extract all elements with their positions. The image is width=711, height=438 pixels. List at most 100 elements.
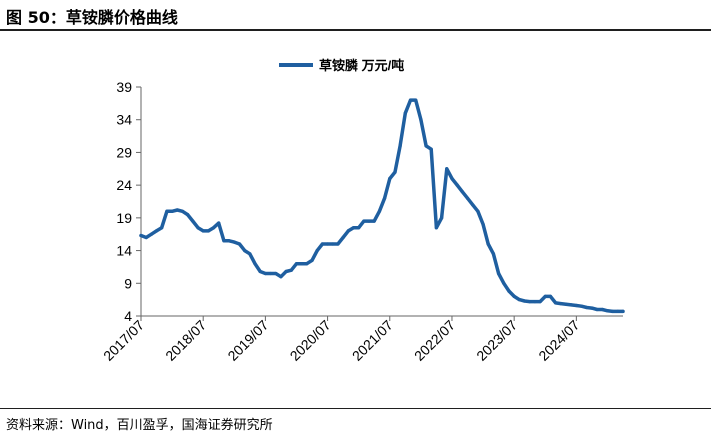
data-point (139, 233, 143, 238)
data-point (284, 269, 288, 274)
data-point (372, 219, 376, 223)
data-point (574, 303, 579, 308)
data-point (310, 258, 314, 262)
data-point (217, 221, 221, 225)
data-point (554, 301, 558, 305)
data-point (528, 300, 532, 304)
series-line (139, 98, 625, 314)
data-point (434, 226, 438, 230)
data-point (294, 262, 299, 266)
data-point (227, 239, 231, 243)
data-point (559, 302, 563, 306)
y-tick-label: 39 (116, 79, 132, 95)
data-point (237, 242, 242, 246)
data-point (611, 309, 615, 313)
data-point (621, 309, 625, 313)
data-point (419, 118, 423, 122)
data-point (180, 209, 185, 213)
data-point (201, 229, 205, 233)
data-point (212, 226, 216, 230)
data-point (196, 226, 200, 230)
data-point (263, 271, 267, 276)
data-point (289, 268, 293, 272)
data-point (408, 98, 413, 102)
data-point (481, 222, 485, 226)
data-point (502, 281, 506, 285)
data-point (564, 302, 568, 306)
y-tick-label: 29 (116, 144, 132, 160)
data-point (149, 232, 153, 236)
data-point (455, 183, 459, 187)
source-rule (0, 408, 711, 409)
y-tick-label: 34 (116, 112, 132, 128)
series-layer (139, 98, 625, 314)
data-point (186, 213, 190, 217)
data-point (388, 177, 392, 181)
data-point (357, 226, 361, 230)
source-note: 资料来源：Wind，百川盈孚，国海证券研究所 (6, 418, 273, 433)
data-point (548, 294, 553, 298)
data-point (460, 190, 464, 194)
data-point (351, 226, 356, 230)
data-point (305, 262, 309, 266)
data-point (253, 262, 257, 266)
data-point (605, 309, 610, 313)
data-point (154, 229, 159, 233)
data-point (331, 242, 335, 246)
data-point (165, 209, 169, 213)
data-point (232, 240, 236, 244)
title-rule (0, 29, 711, 31)
data-point (440, 216, 444, 220)
data-point (258, 269, 262, 274)
data-point (326, 242, 330, 246)
data-point (497, 271, 501, 276)
data-point (377, 209, 381, 213)
x-tick-label: 2023/07 (473, 317, 520, 364)
x-tick-label: 2024/07 (535, 317, 582, 364)
data-point (269, 271, 273, 276)
data-point (346, 229, 350, 233)
data-point (383, 196, 387, 200)
data-point (507, 289, 511, 293)
x-tick-label: 2021/07 (349, 317, 396, 364)
data-point (144, 235, 148, 240)
data-point (222, 239, 226, 243)
data-point (585, 305, 589, 310)
data-point (429, 147, 433, 151)
data-point (486, 242, 490, 246)
data-point (600, 307, 604, 312)
data-point (367, 219, 371, 223)
y-tick-label: 9 (124, 275, 132, 291)
data-point (403, 111, 407, 115)
data-point (595, 307, 599, 312)
data-point (476, 209, 480, 213)
data-point (590, 306, 594, 310)
data-point (522, 299, 527, 303)
data-point (191, 219, 195, 223)
x-tick-label: 2022/07 (411, 317, 458, 364)
x-tick-label: 2019/07 (224, 317, 271, 364)
data-point (248, 252, 252, 256)
data-point (398, 144, 402, 148)
data-point (616, 309, 620, 313)
data-point (533, 300, 537, 304)
data-point (315, 249, 319, 253)
data-point (362, 219, 366, 223)
data-point (517, 298, 521, 302)
data-point (450, 177, 454, 181)
figure-title: 图 50：草铵膦价格曲线 (6, 8, 178, 27)
y-tick-label: 24 (116, 177, 132, 193)
axes (136, 86, 623, 321)
data-point (491, 252, 495, 256)
y-tick-label: 14 (116, 243, 132, 259)
data-point (569, 303, 573, 307)
x-tick-label: 2018/07 (162, 317, 209, 364)
data-point (170, 209, 174, 213)
data-point (279, 275, 283, 279)
legend-label: 草铵膦 万元/吨 (319, 58, 404, 73)
data-point (320, 242, 324, 246)
data-point (512, 294, 516, 298)
legend: 草铵膦 万元/吨 (279, 58, 404, 73)
